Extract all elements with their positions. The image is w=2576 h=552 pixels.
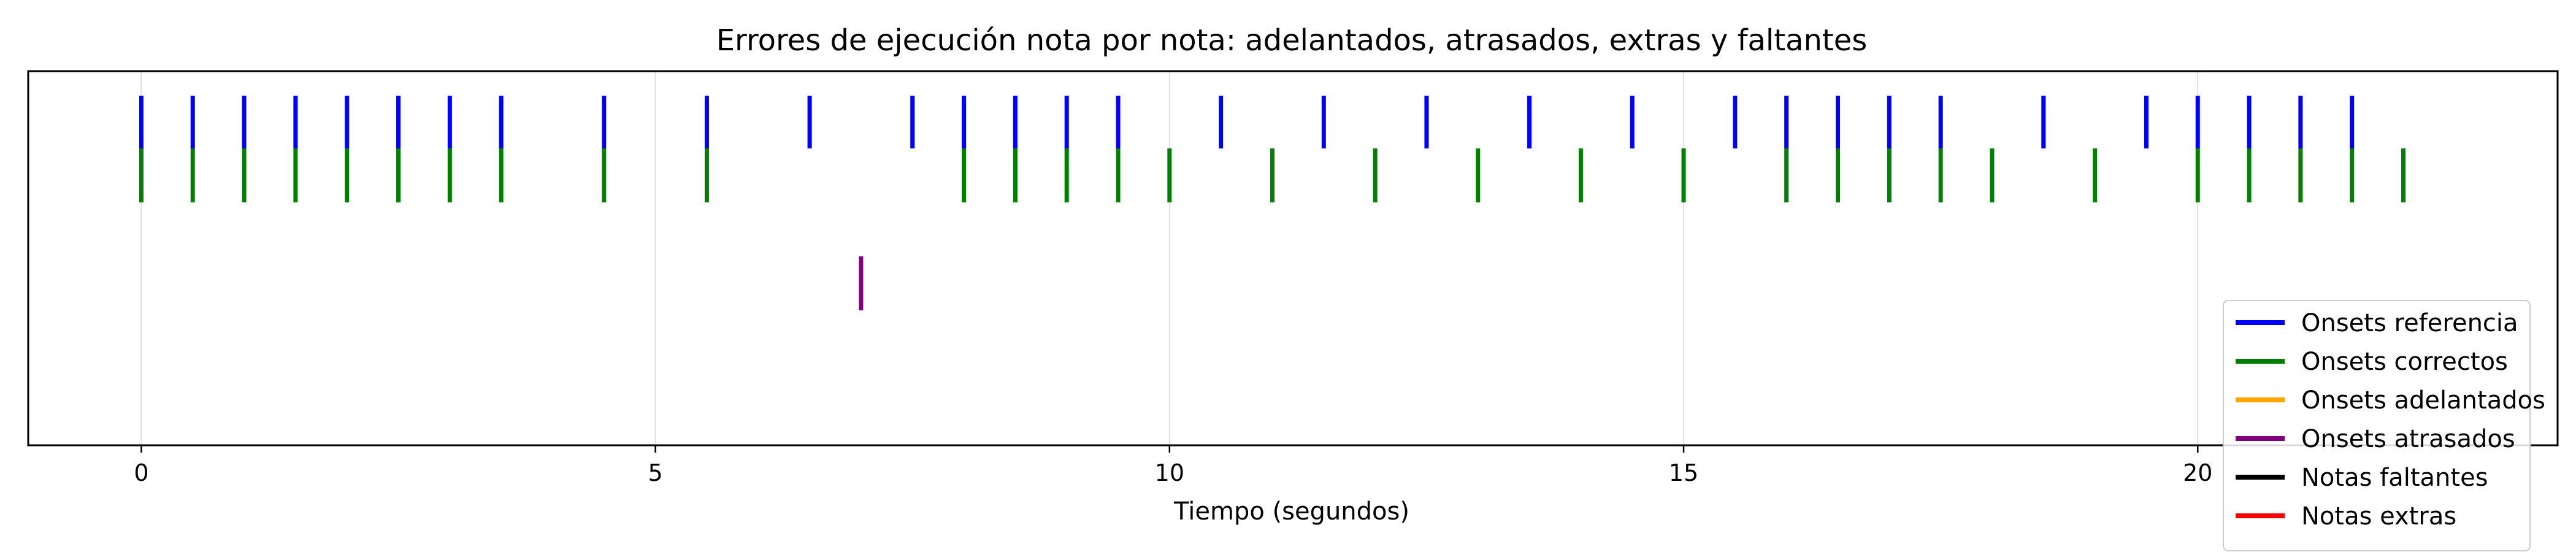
x-axis-ticks: 0 5 10 15 20 (134, 445, 2212, 486)
legend-label: Notas faltantes (2301, 464, 2488, 492)
legend-label: Onsets referencia (2301, 309, 2518, 337)
legend-label: Onsets adelantados (2301, 386, 2545, 415)
legend-label: Onsets correctos (2301, 348, 2508, 376)
legend-label: Notas extras (2301, 502, 2456, 531)
legend-box (2223, 300, 2531, 551)
legend: Onsets referencia Onsets correctos Onsets … (2223, 300, 2545, 551)
event-marks (139, 96, 2406, 310)
plot-frame (27, 70, 2559, 447)
x-tick-label: 15 (1669, 459, 1698, 486)
x-axis-label: Tiempo (segundos) (1173, 497, 1409, 526)
x-tick-label: 5 (648, 459, 663, 486)
chart-title: Errores de ejecución nota por nota: adel… (716, 23, 1868, 58)
x-tick-label: 10 (1155, 459, 1184, 486)
x-tick-label: 20 (2183, 459, 2212, 486)
legend-label: Onsets atrasados (2301, 425, 2515, 453)
x-tick-label: 0 (134, 459, 148, 486)
